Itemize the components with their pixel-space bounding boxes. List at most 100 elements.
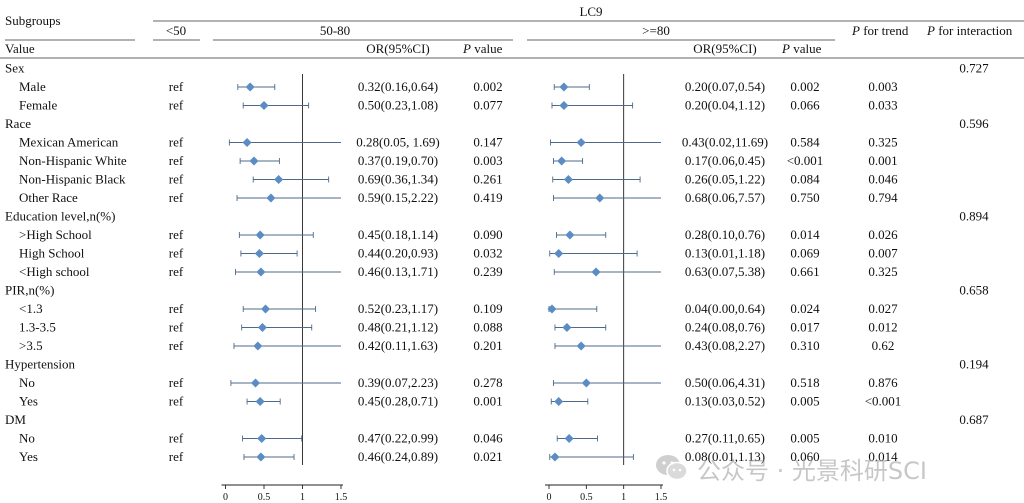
or-ci-text: 0.48(0.21,1.12) bbox=[358, 320, 438, 335]
p-value: 0.088 bbox=[473, 320, 502, 335]
or-ci-text: 0.08(0.01,1.13) bbox=[685, 449, 765, 464]
p-value: 0.005 bbox=[790, 394, 819, 409]
p-value: 0.278 bbox=[473, 375, 502, 390]
or-ci-text: 0.26(0.05,1.22) bbox=[685, 172, 765, 187]
ref-value: ref bbox=[169, 153, 184, 168]
or-ci-text: 0.27(0.11,0.65) bbox=[685, 431, 765, 446]
or-ci-text: 0.28(0.10,0.76) bbox=[685, 227, 765, 242]
or-marker bbox=[565, 230, 575, 240]
p-value: 0.069 bbox=[790, 246, 819, 261]
or-ci-text: 0.50(0.23,1.08) bbox=[358, 98, 438, 113]
p-value: 0.001 bbox=[473, 394, 502, 409]
group-label: Hypertension bbox=[5, 357, 76, 372]
or-ci-text: 0.43(0.08,2.27) bbox=[685, 338, 765, 353]
row-label: Yes bbox=[19, 394, 38, 409]
x-tick-label: 0 bbox=[547, 492, 552, 503]
or-ci-text: 0.04(0.00,0.64) bbox=[685, 301, 765, 316]
or-marker bbox=[547, 304, 557, 314]
p-value: 0.239 bbox=[473, 264, 502, 279]
or-ci-text: 0.43(0.02,11.69) bbox=[682, 135, 768, 150]
ref-value: ref bbox=[169, 135, 184, 150]
or-marker bbox=[255, 396, 265, 407]
row-label: Male bbox=[19, 79, 46, 94]
or-ci-text: 0.32(0.16,0.64) bbox=[358, 79, 438, 94]
row-label: <High school bbox=[19, 264, 90, 279]
p-value: 0.003 bbox=[473, 153, 502, 168]
p-value: 0.584 bbox=[790, 135, 820, 150]
p-trend: 0.876 bbox=[868, 375, 898, 390]
p-value: 0.518 bbox=[790, 375, 819, 390]
or-ci-text: 0.52(0.23,1.17) bbox=[358, 301, 438, 316]
or-marker bbox=[591, 267, 601, 277]
or-ci-text: 0.20(0.04,1.12) bbox=[685, 98, 765, 113]
or-ci-text: 0.45(0.28,0.71) bbox=[358, 394, 438, 409]
or-marker bbox=[256, 452, 266, 462]
p-value: 0.201 bbox=[473, 338, 502, 353]
p-value: 0.021 bbox=[473, 449, 502, 464]
p-trend: 0.026 bbox=[868, 227, 898, 242]
p-trend: 0.794 bbox=[868, 190, 898, 205]
or-marker bbox=[257, 322, 267, 333]
p-trend: 0.007 bbox=[868, 246, 898, 261]
ref-value: ref bbox=[169, 79, 184, 94]
header-lt50: <50 bbox=[166, 23, 186, 38]
row-label: High School bbox=[19, 246, 85, 261]
p-value: 0.066 bbox=[790, 98, 820, 113]
or-marker bbox=[595, 193, 605, 203]
ref-value: ref bbox=[169, 375, 184, 390]
p-trend: 0.325 bbox=[868, 135, 897, 150]
p-value: 0.002 bbox=[473, 79, 502, 94]
or-ci-text: 0.59(0.15,2.22) bbox=[358, 190, 438, 205]
or-ci-text: 0.37(0.19,0.70) bbox=[358, 153, 438, 168]
p-interaction: 0.658 bbox=[959, 283, 988, 298]
p-interaction: 0.727 bbox=[959, 61, 989, 76]
header-p-trend: P for trend bbox=[851, 23, 909, 38]
x-tick-label: 1.5 bbox=[335, 492, 348, 503]
p-trend: 0.046 bbox=[868, 172, 898, 187]
p-value: 0.090 bbox=[473, 227, 502, 242]
x-tick-label: 0.5 bbox=[580, 492, 593, 503]
or-marker bbox=[251, 378, 261, 388]
p-value: 0.147 bbox=[473, 135, 503, 150]
p-value: 0.005 bbox=[790, 431, 819, 446]
subgroups-header: Subgroups bbox=[5, 13, 61, 28]
or-ci-text: 0.24(0.08,0.76) bbox=[685, 320, 765, 335]
x-tick-label: 1 bbox=[621, 492, 626, 503]
p-trend: 0.033 bbox=[868, 98, 897, 113]
p-value: 0.002 bbox=[790, 79, 819, 94]
or-ci-text: 0.13(0.01,1.18) bbox=[685, 246, 765, 261]
x-tick-label: 1 bbox=[300, 492, 305, 503]
ref-value: ref bbox=[169, 301, 184, 316]
or-marker bbox=[576, 137, 586, 148]
or-marker bbox=[253, 341, 263, 351]
or-ci-text: 0.47(0.22,0.99) bbox=[358, 431, 438, 446]
or-marker bbox=[581, 378, 591, 388]
header-p-interaction: P for interaction bbox=[926, 23, 1013, 38]
or-marker bbox=[249, 156, 259, 166]
group-label: PIR,n(%) bbox=[5, 283, 54, 298]
row-label: Other Race bbox=[19, 190, 78, 205]
p-value: 0.084 bbox=[790, 172, 820, 187]
or-ci-text: 0.69(0.36,1.34) bbox=[358, 172, 438, 187]
lc9-header: LC9 bbox=[579, 4, 602, 19]
or-ci-text: 0.44(0.20,0.93) bbox=[358, 246, 438, 261]
or-marker bbox=[266, 193, 276, 203]
group-label: DM bbox=[5, 412, 26, 427]
or-marker bbox=[576, 341, 586, 351]
p-trend: 0.012 bbox=[868, 320, 897, 335]
ref-value: ref bbox=[169, 264, 184, 279]
row-label: <1.3 bbox=[19, 301, 43, 316]
row-label: Mexican American bbox=[19, 135, 119, 150]
group-label: Education level,n(%) bbox=[5, 209, 115, 224]
group-label: Race bbox=[5, 116, 31, 131]
p-value: <0.001 bbox=[787, 153, 824, 168]
p-value: 0.261 bbox=[473, 172, 502, 187]
x-tick-label: 1.5 bbox=[655, 492, 668, 503]
header-p-high: P value bbox=[781, 41, 822, 56]
or-marker bbox=[554, 396, 564, 407]
p-trend: 0.027 bbox=[868, 301, 898, 316]
p-value: 0.060 bbox=[790, 449, 819, 464]
or-ci-text: 0.46(0.24,0.89) bbox=[358, 449, 438, 464]
or-marker bbox=[562, 322, 572, 333]
p-value: 0.032 bbox=[473, 246, 502, 261]
